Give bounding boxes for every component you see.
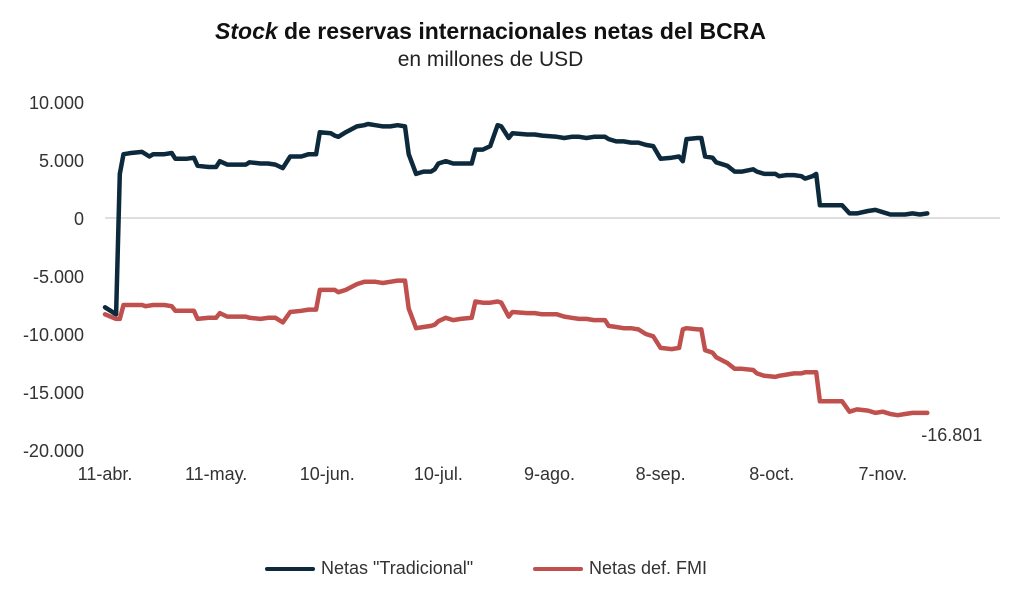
y-tick-label: 0 (74, 209, 84, 229)
series-line-tradicional (102, 121, 930, 317)
legend-swatch-tradicional (265, 566, 315, 571)
legend-item-fmi: Netas def. FMI (533, 558, 707, 579)
y-tick-label: -15.000 (23, 383, 84, 403)
y-tick-label: 10.000 (29, 93, 84, 113)
chart-title-rest: de reservas internacionales netas del BC… (277, 18, 766, 44)
y-tick-label: -10.000 (23, 325, 84, 345)
series-line-fmi (102, 278, 930, 418)
legend-label-tradicional: Netas "Tradicional" (321, 558, 474, 578)
legend-swatch-fmi (533, 566, 583, 571)
x-tick-label: 8-sep. (636, 464, 686, 484)
legend-item-tradicional: Netas "Tradicional" (265, 558, 473, 579)
x-tick-label: 9-ago. (524, 464, 575, 484)
legend-label-fmi: Netas def. FMI (589, 558, 708, 578)
x-tick-label: 11-may. (185, 464, 247, 484)
x-tick-label: 8-oct. (749, 464, 794, 484)
chart-title-italic: Stock (215, 18, 278, 44)
y-tick-label: -5.000 (33, 267, 84, 287)
end-value-label: -16.801 (921, 425, 982, 445)
chart-subtitle: en millones de USD (397, 48, 584, 71)
y-tick-label: 5.000 (39, 151, 84, 171)
chart-title: Stock de reservas internacionales netas … (0, 18, 981, 45)
x-tick-label: 7-nov. (858, 464, 907, 484)
x-tick-label: 11-abr. (78, 464, 133, 484)
x-tick-label: 10-jun. (300, 464, 355, 484)
x-tick-label: 10-jul. (414, 464, 463, 484)
y-tick-label: -20.000 (23, 441, 84, 461)
